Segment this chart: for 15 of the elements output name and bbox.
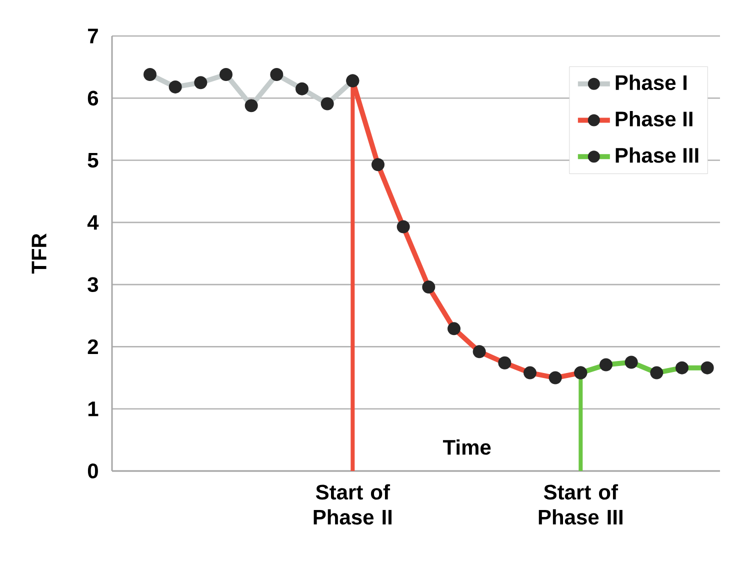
- y-tick-label: 1: [88, 402, 98, 416]
- x-axis-title: Time: [442, 439, 491, 455]
- y-tick-label: 0: [88, 464, 98, 478]
- text: Start of Phase III: [538, 484, 622, 525]
- text: Start of Phase II: [314, 484, 392, 525]
- legend-label: Phase III: [616, 147, 698, 163]
- legend-label: Phase I: [616, 74, 687, 90]
- y-tick-label: 6: [88, 90, 98, 106]
- y-tick-label: 4: [87, 215, 99, 230]
- legend-label: Phase II: [616, 111, 692, 126]
- y-tick-label: 2: [88, 339, 98, 354]
- y-axis-title: TFR: [32, 234, 46, 274]
- y-tick-label: 3: [88, 277, 98, 292]
- y-tick-label: 7: [88, 28, 98, 44]
- y-tick-label: 5: [88, 152, 98, 168]
